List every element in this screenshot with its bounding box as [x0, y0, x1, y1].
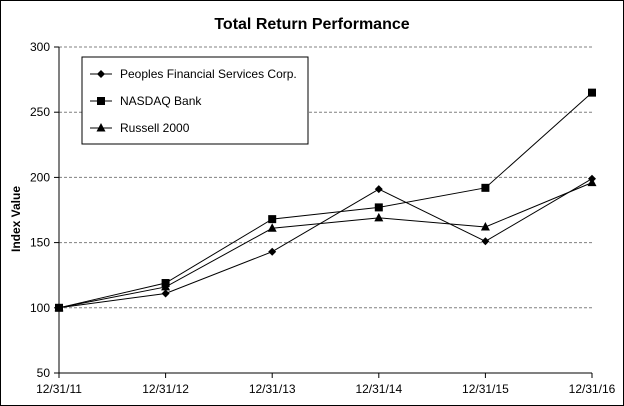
gridlines	[59, 46, 592, 309]
y-tick-label: 300	[30, 40, 50, 54]
series-layer	[54, 88, 597, 312]
axes: 50 100 150 200 250 300 12/31/11 12/31/12 12/31/1…	[30, 40, 616, 396]
series-russell-2000	[54, 177, 597, 312]
y-tick-label: 250	[30, 105, 50, 119]
legend-marker-square	[97, 97, 105, 105]
chart-title: Total Return Performance	[214, 16, 409, 33]
series-line	[58, 92, 593, 309]
legend-marker-diamond	[97, 70, 105, 78]
data-point-triangle	[161, 281, 171, 291]
legend-marker-triangle	[96, 123, 106, 132]
y-axis-title: Index Value	[9, 186, 23, 252]
series-peoples-financial-services-corp	[55, 174, 596, 312]
data-point-triangle	[587, 177, 597, 187]
legend: Peoples Financial Services Corp. NASDAQ B…	[81, 56, 309, 145]
legend-label: NASDAQ Bank	[120, 94, 202, 108]
data-point-diamond	[374, 185, 383, 194]
y-tick-label: 200	[30, 170, 50, 184]
series-line	[58, 182, 593, 309]
data-point-triangle	[267, 223, 277, 232]
data-point-diamond	[161, 289, 170, 298]
x-tick-label: 12/31/16	[569, 382, 616, 396]
data-point-triangle	[54, 302, 64, 312]
series-line	[58, 178, 593, 309]
x-tick-label: 12/31/11	[36, 382, 82, 396]
legend-label: Peoples Financial Services Corp.	[120, 67, 297, 81]
x-tick-label: 12/31/12	[142, 382, 189, 396]
y-tick-label: 150	[30, 236, 50, 250]
data-point-diamond	[268, 247, 277, 256]
data-point-square	[481, 183, 490, 192]
y-tick-label: 50	[37, 366, 51, 380]
data-point-diamond	[481, 237, 490, 246]
data-point-triangle	[374, 212, 384, 222]
legend-box	[81, 56, 309, 145]
data-point-square	[268, 215, 277, 224]
data-point-triangle	[480, 221, 490, 231]
x-tick-label: 12/31/13	[249, 382, 296, 396]
x-tick-label: 12/31/15	[462, 382, 509, 396]
data-point-square	[588, 88, 596, 97]
data-point-square	[374, 203, 383, 212]
legend-label: Russell 2000	[120, 121, 190, 135]
y-tick-label: 100	[30, 301, 50, 315]
x-tick-label: 12/31/14	[355, 382, 402, 396]
